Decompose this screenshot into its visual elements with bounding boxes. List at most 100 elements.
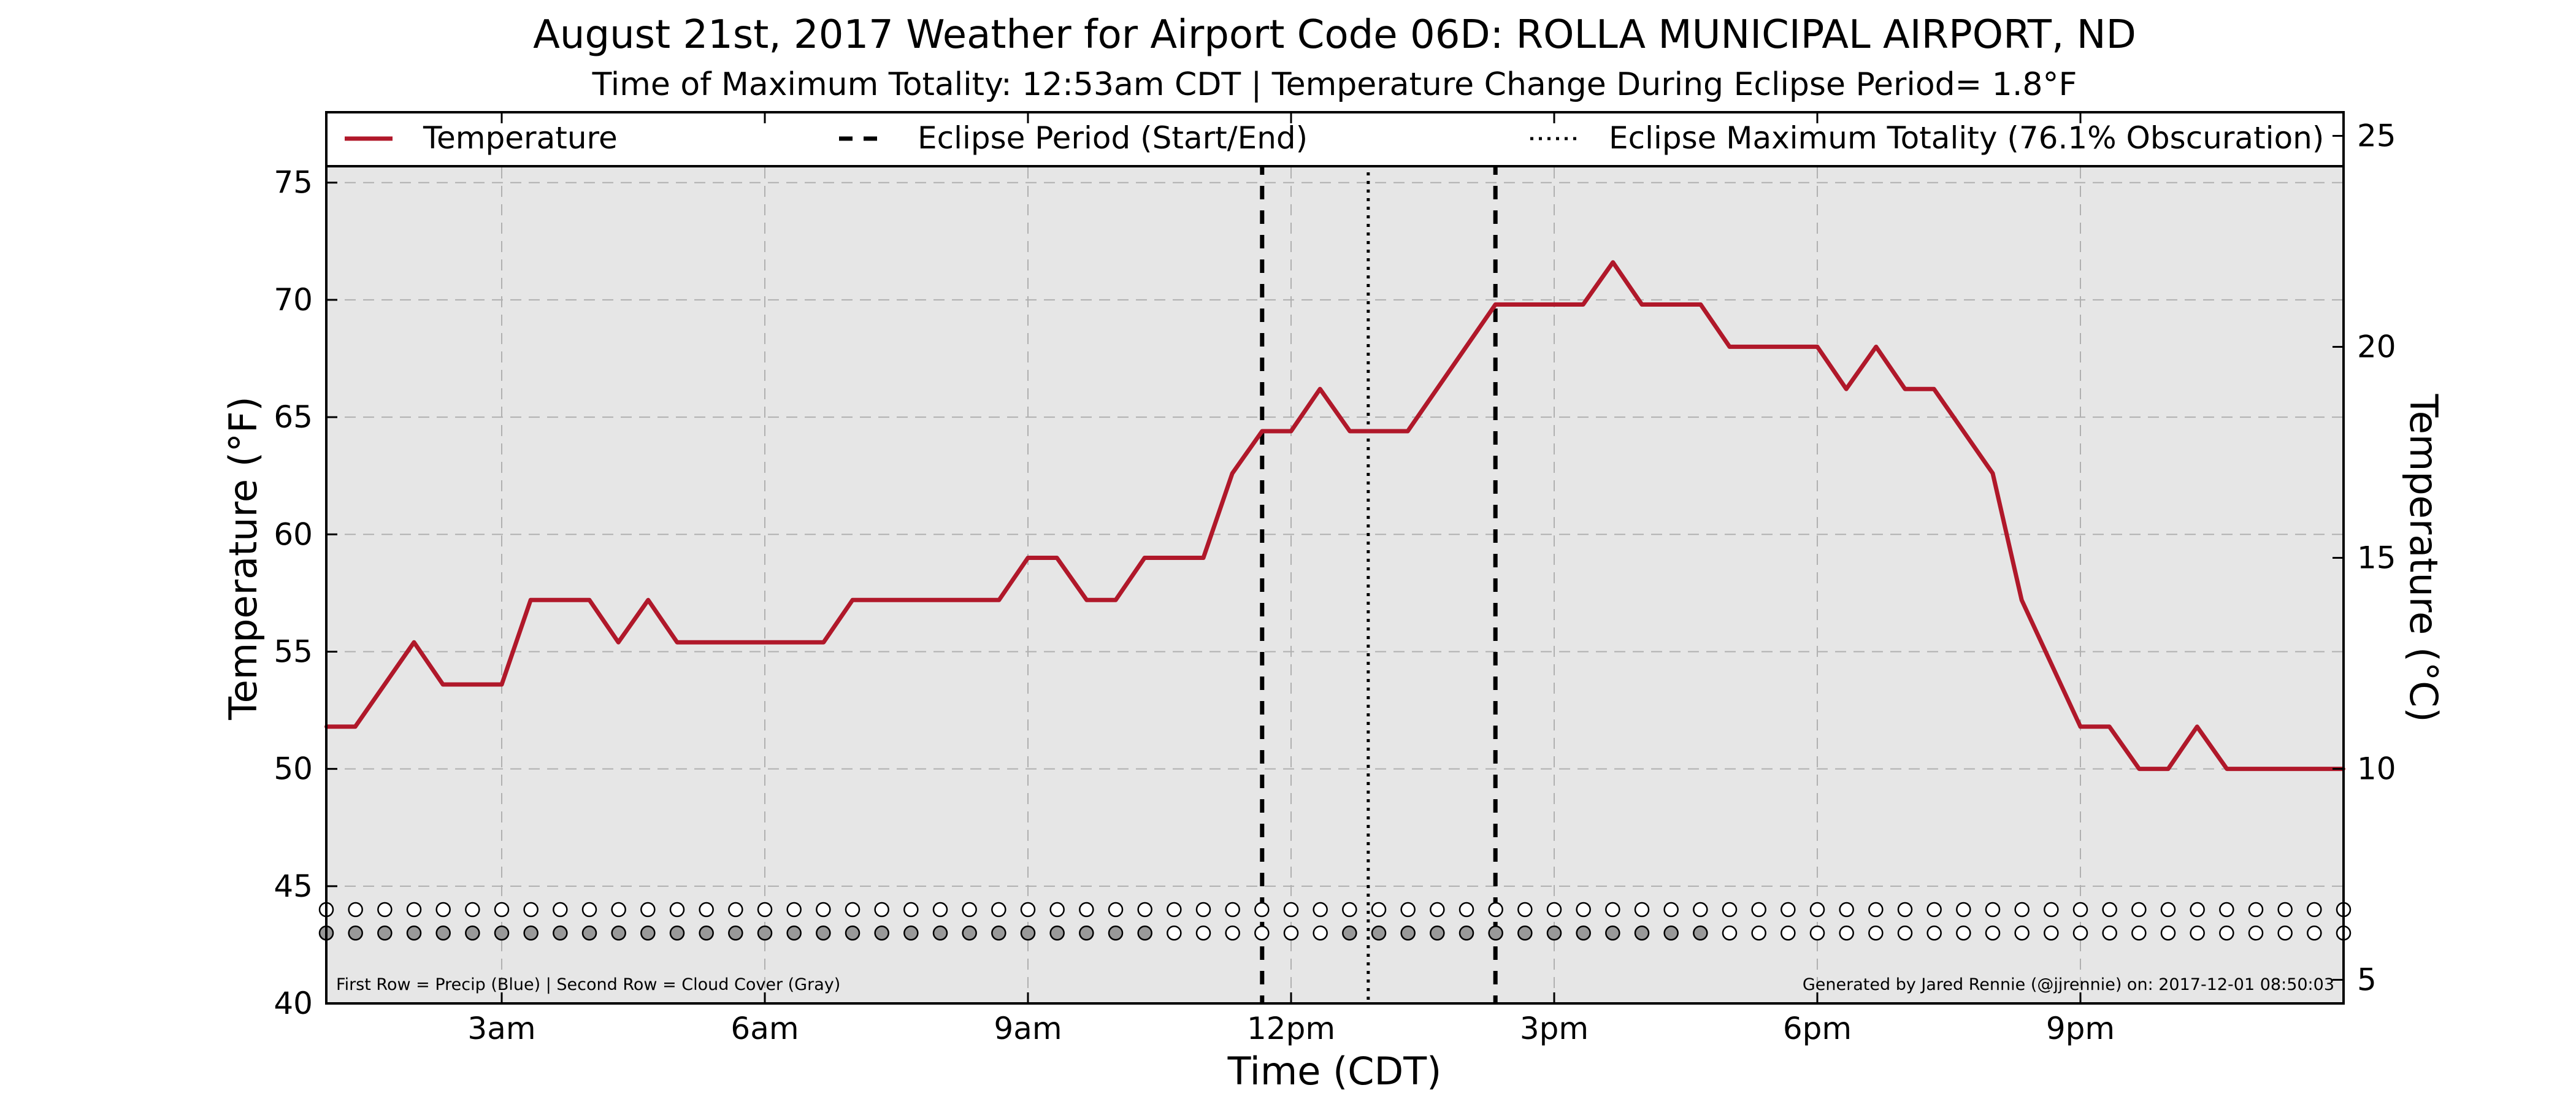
cloud-cover-marker [1167, 926, 1182, 941]
data-point [2195, 724, 2199, 729]
cloud-cover-marker [1079, 926, 1094, 941]
cloud-cover-marker [1517, 926, 1533, 941]
footer-right-note: Generated by Jared Rennie (@jjrennie) on… [1803, 975, 2334, 994]
cloud-cover-marker [1693, 926, 1708, 941]
precip-marker [1459, 902, 1474, 918]
legend-label-temperature: Temperature [423, 120, 618, 156]
precip-marker [640, 902, 656, 918]
precip-marker [1225, 902, 1240, 918]
cloud-cover-marker [1576, 926, 1591, 941]
cloud-cover-marker [2102, 926, 2117, 941]
cloud-cover-marker [348, 926, 363, 941]
precip-marker [1108, 902, 1124, 918]
data-point [1640, 302, 1644, 307]
data-point [1786, 345, 1790, 349]
precip-marker [2131, 902, 2147, 918]
cloud-cover-marker [1283, 926, 1299, 941]
cloud-cover-marker [435, 926, 451, 941]
cloud-cover-marker [1926, 926, 1942, 941]
precip-marker [1049, 902, 1065, 918]
precip-marker [2044, 902, 2059, 918]
x-tick-label: 9pm [2046, 1011, 2115, 1046]
data-point [353, 724, 358, 729]
cloud-cover-marker [465, 926, 480, 941]
cloud-cover-marker [728, 926, 743, 941]
data-point [1581, 302, 1585, 307]
data-point [1552, 302, 1556, 307]
y2-tick-label: 20 [2357, 329, 2396, 365]
data-point [2254, 767, 2258, 771]
footer-left-note: First Row = Precip (Blue) | Second Row =… [336, 975, 840, 994]
precip-marker [2307, 902, 2322, 918]
cloud-cover-marker [932, 926, 948, 941]
data-point [997, 598, 1001, 602]
data-point [1377, 429, 1381, 434]
precip-marker [1576, 902, 1591, 918]
cloud-cover-marker [1108, 926, 1124, 941]
cloud-cover-marker [2277, 926, 2293, 941]
cloud-cover-marker [2044, 926, 2059, 941]
cloud-cover-marker [1868, 926, 1884, 941]
cloud-cover-marker [2307, 926, 2322, 941]
cloud-cover-marker [1985, 926, 2001, 941]
precip-marker [1137, 902, 1152, 918]
x-tick-label: 3pm [1520, 1011, 1589, 1046]
data-point [2137, 767, 2141, 771]
precip-marker [1868, 902, 1884, 918]
cloud-cover-marker [2072, 926, 2088, 941]
y-tick-label: 55 [274, 634, 313, 669]
data-point [529, 598, 533, 602]
data-point [1084, 598, 1089, 602]
data-point [1991, 471, 1995, 475]
precip-marker [1430, 902, 1445, 918]
y-axis-ticks: 40 45 50 55 60 65 70 75 [274, 165, 337, 1021]
data-point [1318, 387, 1322, 391]
data-point [704, 640, 708, 645]
data-point [1844, 387, 1849, 391]
data-point [1230, 471, 1235, 475]
cloud-cover-marker [2131, 926, 2147, 941]
y-tick-label: 50 [274, 751, 313, 787]
cloud-cover-marker [845, 926, 861, 941]
cloud-cover-marker [903, 926, 919, 941]
precip-marker [1605, 902, 1620, 918]
plot-area [326, 112, 2344, 1003]
precip-marker [669, 902, 685, 918]
cloud-cover-marker [1722, 926, 1738, 941]
cloud-cover-marker [1605, 926, 1620, 941]
cloud-cover-marker [1254, 926, 1270, 941]
y2-axis-ticks: 5 10 15 20 25 [2333, 118, 2396, 997]
precip-marker [611, 902, 626, 918]
cloud-cover-marker [523, 926, 539, 941]
precip-marker [962, 902, 977, 918]
precip-marker [1663, 902, 1679, 918]
data-point [1260, 429, 1264, 434]
cloud-cover-marker [1020, 926, 1036, 941]
x-tick-label: 12pm [1247, 1011, 1335, 1046]
precip-marker [1167, 902, 1182, 918]
x-tick-label: 9am [994, 1011, 1062, 1046]
precip-marker [494, 902, 510, 918]
legend: Temperature Eclipse Period (Start/End) E… [325, 111, 2345, 167]
y2-tick-label: 15 [2357, 540, 2396, 576]
precip-marker [1546, 902, 1562, 918]
legend-label-eclipse-period: Eclipse Period (Start/End) [918, 120, 1308, 156]
precip-marker [377, 902, 393, 918]
cloud-cover-marker [2014, 926, 2030, 941]
cloud-cover-marker [962, 926, 977, 941]
precip-marker [1488, 902, 1503, 918]
precip-marker [1956, 902, 1971, 918]
y2-axis-label: Temperature (°C) [2401, 393, 2446, 722]
precip-marker [465, 902, 480, 918]
data-point [1406, 429, 1410, 434]
legend-box [325, 111, 2345, 167]
precip-marker [581, 902, 597, 918]
precip-marker [1985, 902, 2001, 918]
precip-marker [1751, 902, 1766, 918]
y-tick-label: 65 [274, 399, 313, 435]
data-point [821, 640, 826, 645]
precip-marker [903, 902, 919, 918]
precip-marker [1371, 902, 1387, 918]
precip-marker [874, 902, 889, 918]
precip-marker [932, 902, 948, 918]
